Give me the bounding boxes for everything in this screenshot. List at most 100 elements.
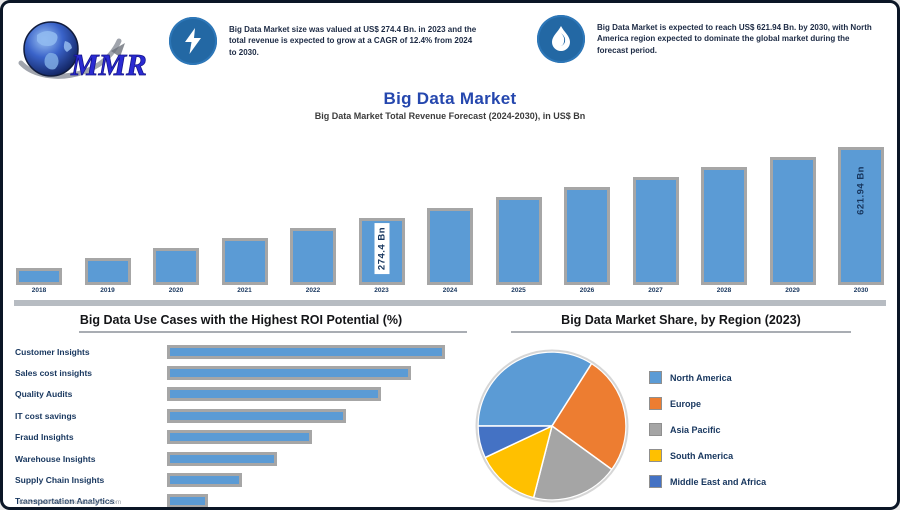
year-label: 2020: [168, 287, 184, 294]
legend-item: South America: [649, 449, 766, 462]
revenue-bar-2023: 274.4 Bn: [358, 218, 405, 285]
use-cases-section: Big Data Use Cases with the Highest ROI …: [15, 313, 467, 507]
lightning-icon: [169, 17, 217, 65]
year-label: 2021: [237, 287, 252, 294]
title-underline: [511, 331, 851, 333]
use-case-bar: [167, 494, 208, 507]
bar-column: [16, 268, 62, 285]
logo-text: MMR: [70, 47, 147, 82]
year-label: 2022: [305, 287, 321, 294]
use-case-label: Sales cost insights: [15, 368, 92, 379]
stat-1-text: Big Data Market size was valued at US$ 2…: [229, 24, 477, 57]
use-case-track: [167, 408, 467, 423]
use-case-label: Customer Insights: [15, 346, 90, 357]
use-case-row: Fraud Insights: [15, 427, 467, 448]
use-cases-bar-chart: Customer Insights Sales cost insights Qual…: [15, 341, 467, 507]
revenue-bar-2026: [564, 187, 610, 285]
legend-label: Asia Pacific: [670, 424, 721, 435]
use-case-label: IT cost savings: [15, 410, 77, 421]
use-case-label: Fraud Insights: [15, 432, 74, 443]
revenue-bar-2019: [84, 258, 131, 285]
revenue-bar-2020: [153, 248, 199, 285]
use-case-track: [167, 430, 467, 445]
use-case-bar: [167, 430, 312, 445]
use-case-bar: [167, 344, 445, 359]
source-note: www.maximizemarketresearch.com: [19, 499, 122, 506]
bar-column: [153, 248, 199, 285]
year-label: 2027: [648, 287, 663, 294]
year-label: 2018: [31, 287, 47, 294]
year-label: 2030: [853, 287, 869, 294]
year-label: 2025: [511, 287, 526, 294]
year-label: 2029: [785, 287, 800, 294]
revenue-bar-2030: 621.94 Bn: [838, 147, 884, 285]
use-case-label: Supply Chain Insights: [15, 475, 105, 486]
pie-slice-asia-pacific: [532, 424, 613, 501]
revenue-bar-2022: [290, 228, 336, 285]
use-case-track: [167, 494, 467, 507]
use-case-track: [167, 387, 467, 402]
revenue-bar-chart: 274.4 Bn 621.94 Bn: [16, 143, 884, 285]
use-case-row: Transportation Analytics: [15, 491, 467, 507]
use-case-bar: [167, 387, 381, 402]
x-axis-year-labels: 2018 2019 2020 2021 2022 2023 2024 2025 2026 2027…: [16, 287, 884, 294]
bar-value-label: 621.94 Bn: [855, 166, 867, 215]
legend-label: North America: [670, 372, 732, 383]
legend-item: North America: [649, 371, 766, 384]
legend-swatch: [649, 423, 662, 436]
use-case-track: [167, 473, 467, 488]
bar-column: [495, 197, 542, 285]
region-share-section: Big Data Market Share, by Region (2023) …: [471, 313, 891, 503]
year-label: 2023: [374, 287, 389, 294]
use-case-track: [167, 366, 467, 381]
revenue-bar-2024: [427, 208, 473, 285]
use-case-label: Transportation Analytics: [15, 496, 115, 507]
legend-label: South America: [670, 450, 734, 461]
year-label: 2019: [100, 287, 115, 294]
bar-column: [701, 167, 747, 285]
year-label: 2024: [442, 287, 458, 294]
year-label: 2028: [716, 287, 732, 294]
legend-label: Europe: [670, 398, 702, 409]
use-case-label: Warehouse Insights: [15, 453, 96, 464]
region-pie-chart: [473, 347, 631, 507]
use-case-bar: [167, 473, 242, 488]
page-subtitle: Big Data Market Total Revenue Forecast (…: [314, 111, 586, 121]
legend-label: Middle East and Africa: [670, 476, 767, 487]
axis-divider: [14, 300, 886, 306]
use-case-track: [167, 344, 467, 359]
header-stat-2: Big Data Market is expected to reach US$…: [537, 15, 877, 63]
use-case-row: IT cost savings: [15, 405, 467, 426]
revenue-bar-2025: [495, 197, 542, 285]
region-share-title: Big Data Market Share, by Region (2023): [561, 313, 801, 327]
bar-column: [290, 228, 336, 285]
use-case-bar: [167, 366, 411, 381]
year-label: 2026: [579, 287, 595, 294]
pie-outline: [475, 349, 629, 503]
title-underline: [79, 331, 467, 333]
bar-column: [221, 238, 268, 285]
use-cases-title: Big Data Use Cases with the Highest ROI …: [79, 313, 403, 327]
bar-value-label: 274.4 Bn: [374, 223, 389, 275]
bar-column: [84, 258, 131, 285]
legend-swatch: [649, 397, 662, 410]
stat-2-text: Big Data Market is expected to reach US$…: [597, 22, 872, 55]
header-stat-1: Big Data Market size was valued at US$ 2…: [169, 17, 481, 65]
use-case-row: Warehouse Insights: [15, 448, 467, 469]
revenue-bar-2028: [701, 167, 747, 285]
legend-item: Europe: [649, 397, 766, 410]
legend-item: Middle East and Africa: [649, 475, 766, 488]
droplet-icon: [537, 15, 585, 63]
revenue-bar-2027: [632, 177, 679, 285]
page-title: Big Data Market: [383, 89, 517, 108]
legend-item: Asia Pacific: [649, 423, 766, 436]
use-case-bar: [167, 451, 277, 466]
legend-swatch: [649, 475, 662, 488]
pie-slice-europe: [550, 362, 627, 471]
use-case-row: Quality Audits: [15, 384, 467, 405]
legend-swatch: [649, 449, 662, 462]
bar-column: 274.4 Bn: [358, 218, 405, 285]
use-case-row: Sales cost insights: [15, 362, 467, 383]
revenue-bar-2021: [221, 238, 268, 285]
